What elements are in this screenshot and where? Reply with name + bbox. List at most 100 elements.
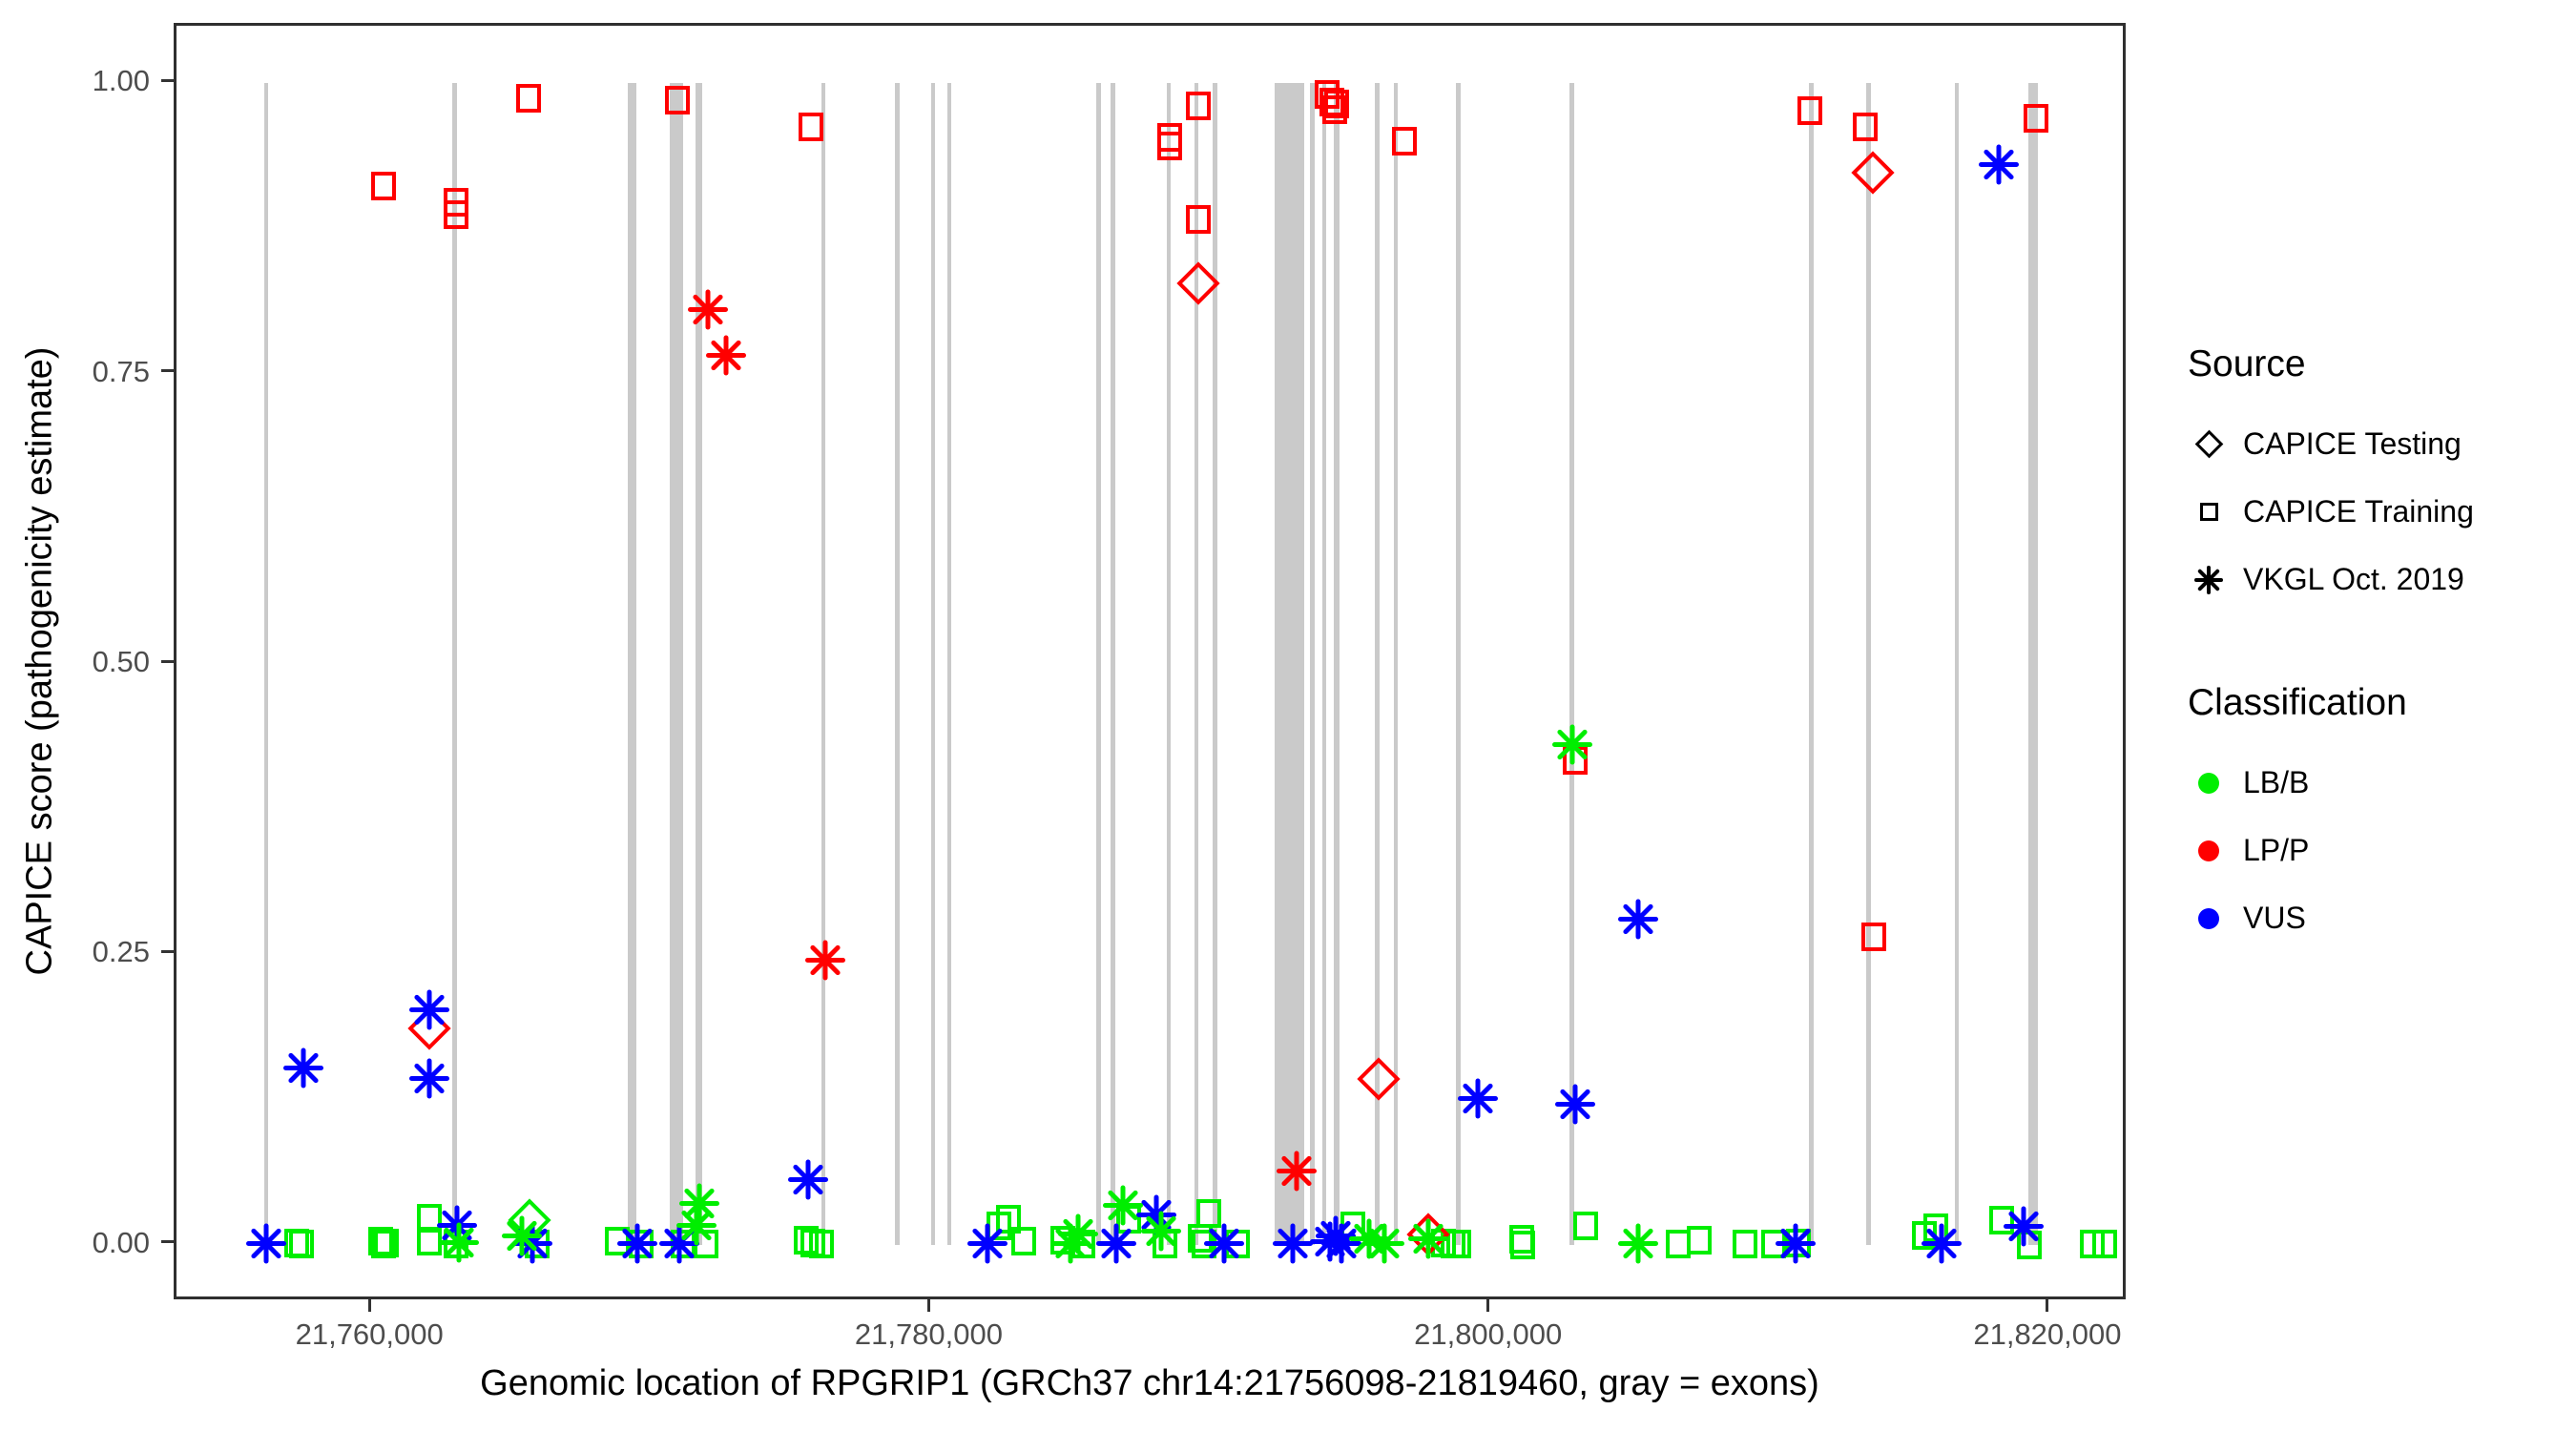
y-tick-label: 0.50 — [92, 645, 150, 678]
point-asterisk-vkgl — [502, 1215, 542, 1256]
legend-item-label: LB/B — [2243, 765, 2310, 799]
legend-source-title: Source — [2188, 343, 2306, 384]
exon-bar — [1954, 83, 1960, 1245]
exon-bar — [1375, 83, 1381, 1245]
y-tick-mark — [161, 949, 174, 953]
point-square-training — [799, 113, 824, 142]
point-asterisk-vkgl — [679, 1183, 720, 1224]
point-asterisk-vkgl — [1203, 1223, 1244, 1264]
point-square-training — [289, 1229, 315, 1258]
y-tick-mark — [161, 1240, 174, 1244]
legend-classification-group: Classification LB/B LP/P VUS — [2188, 682, 2569, 952]
point-asterisk-vkgl — [1049, 1223, 1091, 1264]
color-dot-icon — [2188, 772, 2230, 794]
exon-bar — [670, 83, 684, 1245]
legend-source-group: Source CAPICE Testing CAPICE Training VKGL… — [2188, 343, 2569, 613]
legend-classification-items: LB/B LP/P VUS — [2188, 749, 2569, 952]
point-asterisk-vkgl — [246, 1223, 287, 1264]
x-tick-mark — [367, 1299, 371, 1312]
exon-bar — [1194, 83, 1199, 1245]
point-asterisk-vkgl — [1458, 1078, 1499, 1119]
point-asterisk-vkgl — [1349, 1218, 1390, 1259]
point-asterisk-vkgl — [2004, 1206, 2045, 1247]
point-square-training — [793, 1226, 819, 1255]
point-asterisk-vkgl — [1276, 1151, 1317, 1191]
point-asterisk-vkgl — [1364, 1223, 1405, 1264]
point-asterisk-vkgl — [687, 289, 728, 330]
exon-bar — [1809, 83, 1815, 1245]
exon-bar — [1309, 83, 1315, 1245]
point-asterisk-vkgl — [1407, 1218, 1448, 1259]
point-square-training — [1861, 923, 1887, 952]
y-tick-mark — [161, 369, 174, 373]
point-square-training — [996, 1205, 1022, 1234]
square-glyph — [2199, 503, 2218, 521]
point-square-training — [1988, 1206, 2014, 1235]
point-square-training — [1573, 1212, 1599, 1241]
legend-item-diamond: CAPICE Testing — [2188, 410, 2569, 478]
point-square-training — [664, 86, 690, 115]
point-square-training — [2024, 103, 2049, 133]
asterisk-glyph — [2194, 565, 2223, 594]
color-dot — [2198, 772, 2219, 794]
point-asterisk-vkgl — [1978, 144, 2019, 185]
exon-bar — [1110, 83, 1115, 1245]
point-square-training — [1187, 1223, 1213, 1253]
exon-bar — [451, 83, 457, 1245]
x-tick-label: 21,820,000 — [1973, 1317, 2122, 1351]
point-asterisk-vkgl — [617, 1223, 658, 1264]
diamond-icon — [2188, 429, 2230, 459]
exon-bar — [1166, 83, 1172, 1245]
point-asterisk-vkgl — [1320, 1223, 1361, 1264]
exon-bar — [894, 83, 900, 1245]
point-asterisk-vkgl — [1617, 899, 1658, 940]
x-tick-label: 21,760,000 — [295, 1317, 444, 1351]
point-square-training — [1186, 92, 1212, 121]
legend-classification-title: Classification — [2188, 682, 2407, 723]
point-square-training — [373, 1228, 399, 1257]
point-asterisk-vkgl — [705, 335, 746, 376]
color-dot — [2198, 907, 2219, 929]
legend-item-lbb: LB/B — [2188, 749, 2569, 817]
asterisk-icon — [2188, 565, 2230, 594]
diamond-glyph — [2194, 429, 2223, 459]
exon-bar — [1393, 83, 1399, 1245]
point-square-training — [370, 172, 396, 201]
point-asterisk-vkgl — [805, 940, 846, 981]
legend-item-label: VUS — [2243, 901, 2306, 935]
point-square-training — [1733, 1229, 1758, 1258]
exon-bar — [1274, 83, 1304, 1245]
x-tick-mark — [926, 1299, 930, 1312]
point-asterisk-vkgl — [1554, 1084, 1595, 1125]
legend-item-label: CAPICE Training — [2243, 494, 2474, 529]
point-asterisk-vkgl — [1272, 1223, 1313, 1264]
point-square-training — [1011, 1227, 1037, 1256]
color-dot-icon — [2188, 907, 2230, 929]
legend: Source CAPICE Testing CAPICE Training VKGL… — [2188, 343, 2569, 952]
y-tick-label: 0.75 — [92, 354, 150, 388]
point-square-training — [1319, 87, 1344, 116]
exon-bar — [947, 83, 952, 1245]
point-square-training — [1853, 113, 1879, 142]
y-tick-label: 1.00 — [92, 64, 150, 98]
point-diamond-testing — [1851, 151, 1895, 195]
point-asterisk-vkgl — [1136, 1194, 1177, 1235]
exon-bar — [695, 83, 702, 1245]
y-tick-mark — [161, 659, 174, 663]
x-tick-mark — [1486, 1299, 1490, 1312]
exon-bar — [1865, 83, 1871, 1245]
point-square-training — [1510, 1230, 1536, 1259]
square-icon — [2188, 503, 2230, 521]
legend-item-lpp: LP/P — [2188, 817, 2569, 884]
exon-bar — [1321, 83, 1327, 1245]
point-square-training — [1687, 1226, 1713, 1255]
legend-item-asterisk: VKGL Oct. 2019 — [2188, 546, 2569, 613]
legend-item-vus: VUS — [2188, 884, 2569, 952]
point-asterisk-vkgl — [1551, 724, 1592, 765]
point-asterisk-vkgl — [788, 1159, 829, 1200]
plot-panel — [174, 23, 2126, 1299]
point-asterisk-vkgl — [1103, 1185, 1144, 1226]
color-dot — [2198, 840, 2219, 861]
legend-item-label: CAPICE Testing — [2243, 426, 2462, 461]
